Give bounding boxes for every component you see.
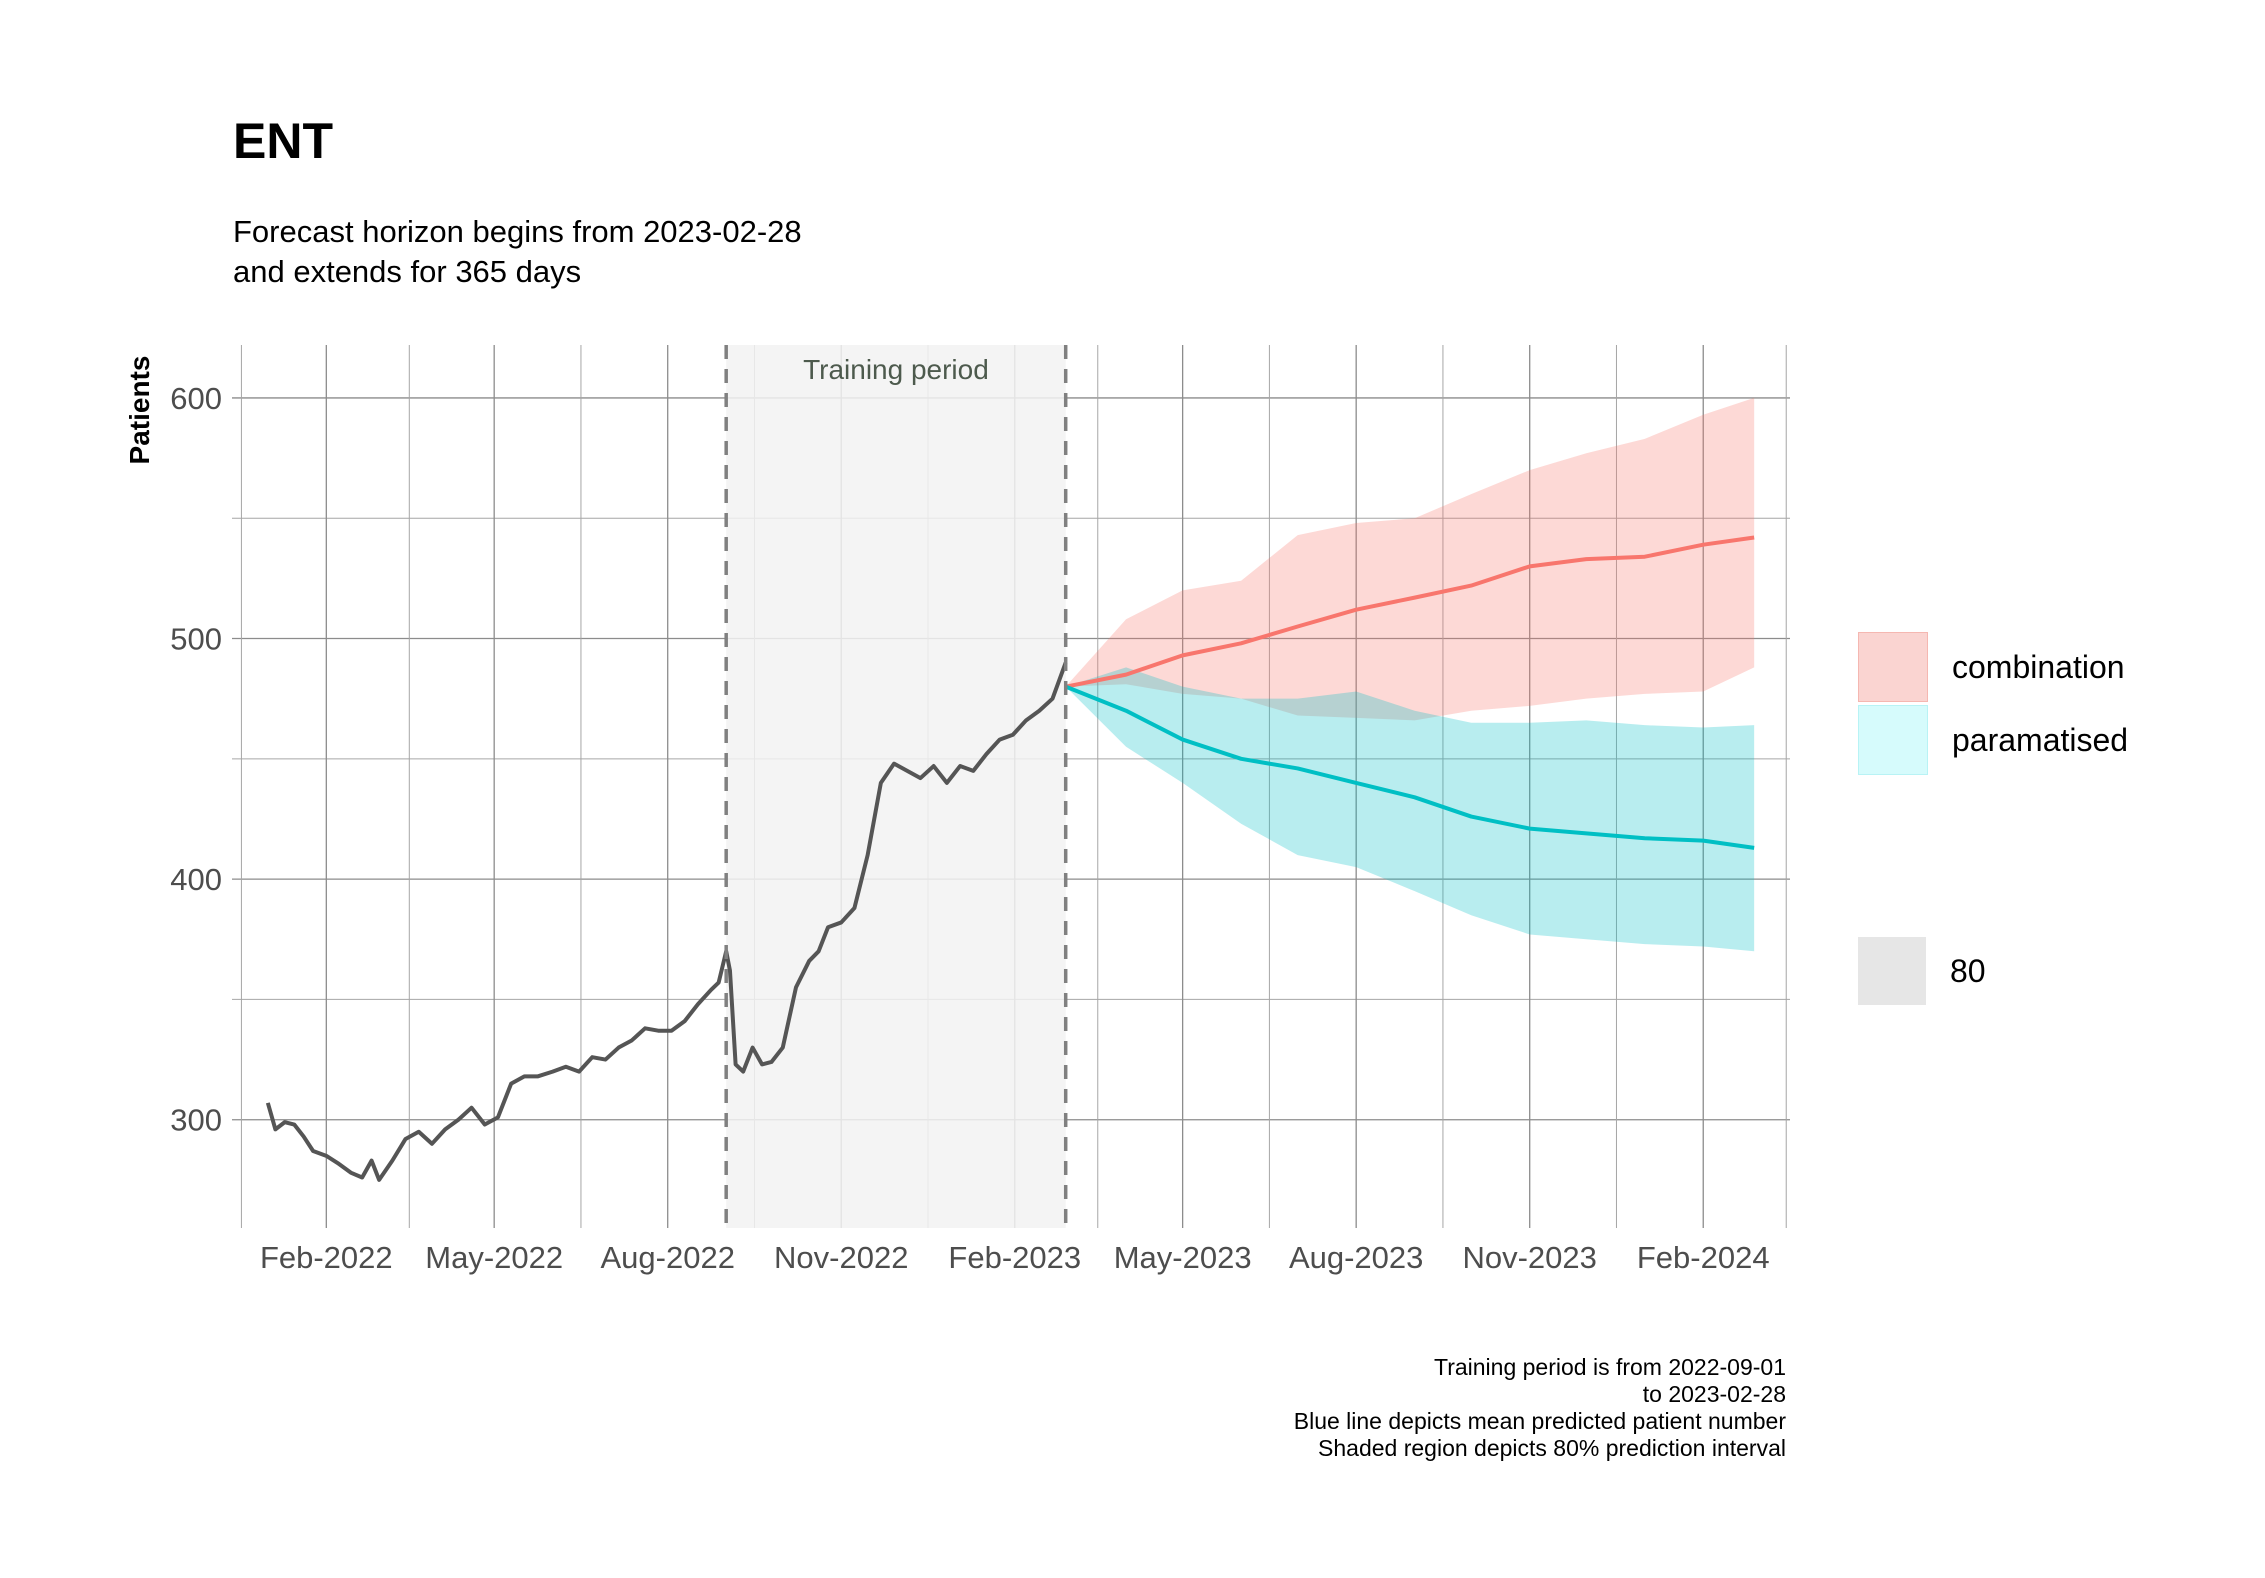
band-combination bbox=[1065, 397, 1755, 721]
y-tick-label: 400 bbox=[170, 862, 222, 897]
series-lines bbox=[265, 535, 1755, 1182]
legend-swatch-combination bbox=[1858, 632, 1928, 702]
prediction-bands bbox=[1065, 397, 1755, 952]
x-tick-label: Feb-2024 bbox=[1637, 1240, 1770, 1275]
legend-item-level: 80 bbox=[1858, 937, 1986, 1005]
chart-title: ENT bbox=[233, 113, 333, 169]
training-period-shade bbox=[726, 345, 1066, 1228]
y-axis-ticks: 300 400 500 600 bbox=[170, 381, 222, 1138]
legend-label-combination: combination bbox=[1952, 648, 2125, 685]
y-tick-label: 500 bbox=[170, 622, 222, 657]
legend-swatch-level bbox=[1858, 937, 1926, 1005]
x-tick-label: Aug-2022 bbox=[600, 1240, 734, 1275]
band-paramatised bbox=[1065, 667, 1755, 952]
y-tick-label: 600 bbox=[170, 381, 222, 416]
y-tick-label: 300 bbox=[170, 1103, 222, 1138]
legend-item-paramatised: paramatised bbox=[1858, 705, 2128, 775]
legend-label-level: 80 bbox=[1950, 952, 1986, 989]
line-observed bbox=[265, 661, 1068, 1182]
x-tick-label: Feb-2023 bbox=[948, 1240, 1081, 1275]
training-period-label: Training period bbox=[803, 354, 989, 385]
y-axis-label: Patients bbox=[124, 355, 155, 465]
x-tick-label: Nov-2022 bbox=[774, 1240, 908, 1275]
line-paramatised bbox=[1064, 684, 1755, 850]
caption-line-4: Shaded region depicts 80% prediction int… bbox=[1318, 1435, 1786, 1461]
chart-caption: Training period is from 2022-09-01 to 20… bbox=[1294, 1354, 1786, 1462]
caption-line-2: to 2023-02-28 bbox=[1642, 1381, 1786, 1407]
subtitle-line-1: Forecast horizon begins from 2023-02-28 bbox=[233, 214, 802, 249]
x-tick-label: Aug-2023 bbox=[1289, 1240, 1423, 1275]
subtitle-line-2: and extends for 365 days bbox=[233, 254, 582, 289]
legend-swatch-paramatised bbox=[1858, 705, 1928, 775]
legend-item-combination: combination bbox=[1858, 632, 2125, 702]
x-tick-label: May-2023 bbox=[1114, 1240, 1252, 1275]
training-period-markers: Training period bbox=[724, 345, 1068, 1228]
line-combination bbox=[1065, 535, 1755, 689]
training-period-rect bbox=[726, 345, 1066, 1228]
x-tick-label: Feb-2022 bbox=[260, 1240, 393, 1275]
x-tick-label: May-2022 bbox=[425, 1240, 563, 1275]
legend-label-paramatised: paramatised bbox=[1952, 721, 2129, 758]
x-axis-ticks: Feb-2022 May-2022 Aug-2022 Nov-2022 Feb-2023… bbox=[260, 1240, 1770, 1275]
caption-line-1: Training period is from 2022-09-01 bbox=[1434, 1354, 1786, 1380]
chart-subtitle: Forecast horizon begins from 2023-02-28 … bbox=[233, 212, 802, 292]
caption-line-3: Blue line depicts mean predicted patient… bbox=[1293, 1408, 1786, 1434]
x-tick-label: Nov-2023 bbox=[1462, 1240, 1596, 1275]
